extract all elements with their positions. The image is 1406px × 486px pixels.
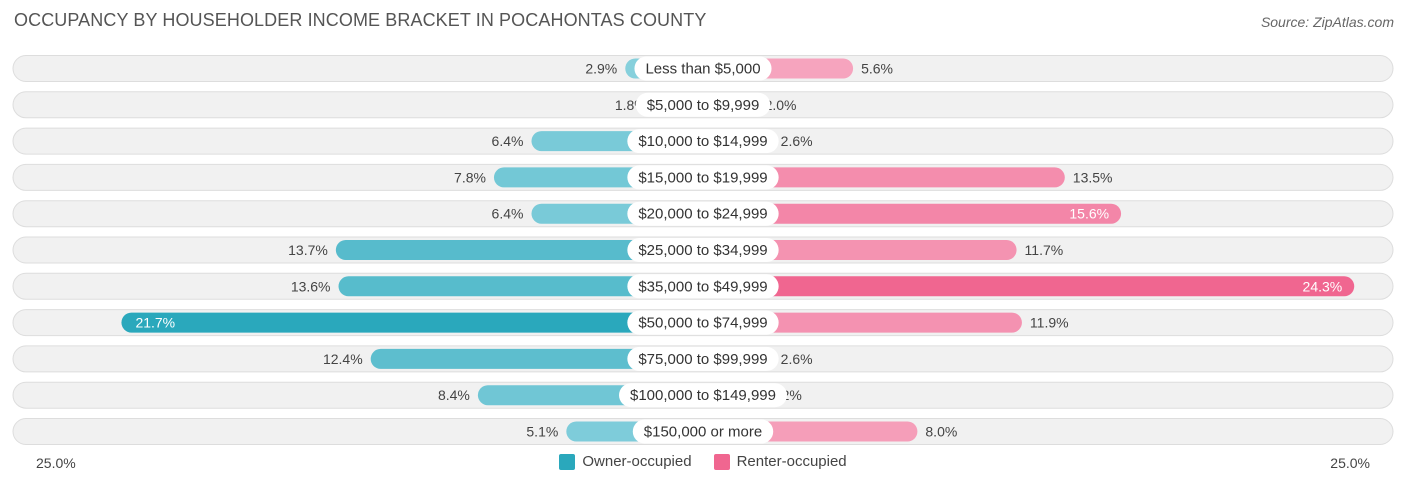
axis-left-label: 25.0% (36, 455, 76, 471)
bar-owner-occupied[interactable] (338, 276, 703, 297)
value-label-owner: 12.4% (323, 351, 363, 367)
value-label-owner: 13.6% (291, 278, 331, 294)
bar-renter-occupied[interactable] (703, 276, 1355, 297)
category-pill (627, 201, 779, 226)
axis-right-label: 25.0% (1330, 455, 1370, 471)
category-label: $35,000 to $49,999 (638, 278, 767, 295)
category-pill (635, 92, 771, 117)
legend-item-owner[interactable]: Owner-occupied (559, 453, 692, 470)
category-pill (627, 346, 779, 371)
category-pill (627, 165, 779, 190)
value-label-renter: 8.0% (925, 424, 957, 440)
bar-owner-occupied[interactable] (370, 348, 703, 369)
category-pill (627, 274, 779, 299)
category-label: $50,000 to $74,999 (638, 315, 767, 332)
bar-renter-occupied[interactable] (703, 203, 1122, 224)
legend: Owner-occupied Renter-occupied (0, 453, 1406, 470)
value-label-owner: 2.9% (585, 61, 617, 77)
value-label-renter: 2.6% (781, 133, 813, 149)
value-label-owner: 5.1% (526, 424, 558, 440)
value-label-owner: 6.4% (492, 206, 524, 222)
category-label: $10,000 to $14,999 (638, 133, 767, 150)
legend-swatch-renter (713, 453, 730, 470)
value-label-renter: 15.6% (1069, 206, 1109, 222)
bar-renter-occupied[interactable] (703, 312, 1022, 333)
value-label-renter: 13.5% (1073, 169, 1113, 185)
chart-source: Source: ZipAtlas.com (1260, 14, 1394, 30)
chart-title: OCCUPANCY BY HOUSEHOLDER INCOME BRACKET … (14, 10, 707, 30)
category-label: $100,000 to $149,999 (630, 387, 776, 404)
bar-renter-occupied[interactable] (703, 240, 1017, 260)
category-pill (627, 238, 779, 262)
value-label-owner: 21.7% (135, 315, 175, 331)
bar-owner-occupied[interactable] (335, 240, 703, 260)
category-label: $25,000 to $34,999 (638, 242, 767, 259)
category-label: $75,000 to $99,999 (638, 351, 767, 368)
category-label: Less than $5,000 (645, 61, 760, 78)
category-label: $150,000 or more (644, 424, 762, 441)
category-label: $5,000 to $9,999 (647, 97, 760, 114)
value-label-renter: 11.7% (1025, 242, 1064, 258)
value-label-renter: 2.0% (765, 97, 797, 113)
category-pill (619, 383, 787, 408)
value-label-owner: 7.8% (454, 169, 486, 185)
value-label-renter: 5.6% (861, 61, 893, 77)
bar-owner-occupied[interactable] (121, 312, 703, 333)
value-label-renter: 11.9% (1030, 315, 1069, 331)
legend-swatch-owner (559, 453, 576, 470)
value-label-renter: 2.6% (781, 351, 813, 367)
legend-item-renter[interactable]: Renter-occupied (713, 453, 847, 470)
value-label-renter: 24.3% (1303, 278, 1343, 294)
legend-label-renter: Renter-occupied (736, 453, 847, 470)
category-pill (632, 419, 774, 444)
value-label-owner: 13.7% (288, 242, 328, 258)
category-label: $15,000 to $19,999 (638, 169, 767, 186)
category-label: $20,000 to $24,999 (638, 206, 767, 223)
value-label-owner: 6.4% (492, 133, 524, 149)
category-pill (627, 310, 779, 335)
category-pill (627, 129, 779, 154)
value-label-owner: 8.4% (438, 387, 470, 403)
bar-renter-occupied[interactable] (703, 167, 1065, 188)
legend-label-owner: Owner-occupied (582, 453, 692, 470)
category-pill (634, 56, 772, 81)
